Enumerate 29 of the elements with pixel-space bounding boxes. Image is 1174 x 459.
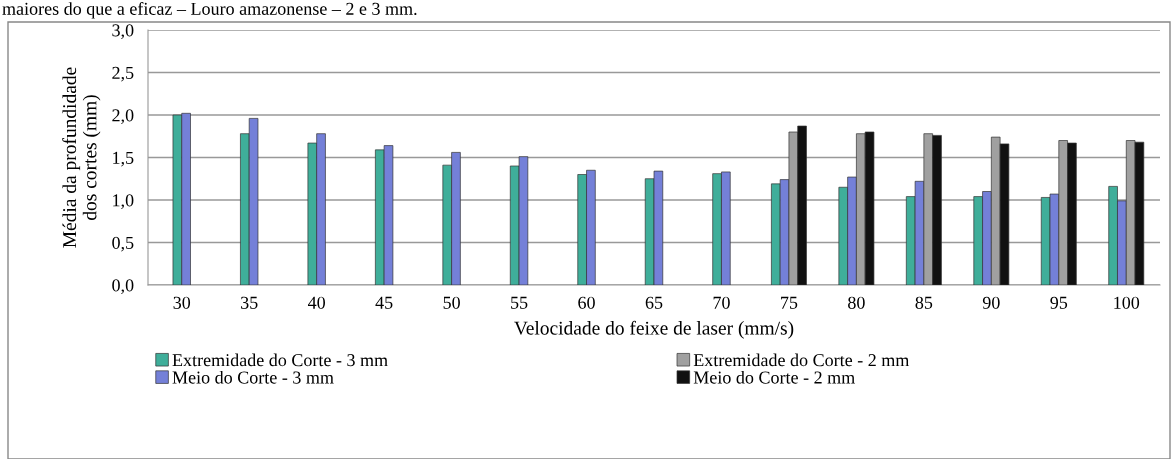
x-tick-label: 95 bbox=[1050, 296, 1068, 309]
x-tick-label: 100 bbox=[1114, 296, 1140, 309]
x-tick-label: 85 bbox=[915, 296, 933, 309]
x-tick-label: 70 bbox=[713, 296, 730, 309]
y-tick-label: 3,0 bbox=[112, 24, 134, 40]
x-axis-title: Velocidade do feixe de laser (mm/s) bbox=[514, 320, 794, 339]
text: maiores do que a eficaz – Louro amazonense – 2 e 3 mm. bbox=[2, 2, 417, 19]
x-tick-label: 65 bbox=[645, 296, 663, 309]
x-tick-label: 40 bbox=[307, 296, 326, 309]
y-axis-title: Média da profundidade dos cortes (mm) bbox=[62, 67, 101, 248]
x-tick-label: 45 bbox=[375, 296, 393, 309]
y-tick-label: 1,5 bbox=[113, 151, 134, 167]
legend-label: Extremidade do Corte - 2 mm bbox=[693, 353, 910, 367]
x-tick-label: 60 bbox=[578, 296, 595, 309]
x-tick-label: 30 bbox=[173, 296, 191, 309]
y-tick-label: 0,5 bbox=[112, 236, 134, 252]
y-tick-label: 0,0 bbox=[112, 279, 134, 295]
x-tick-label: 75 bbox=[781, 296, 798, 309]
x-tick-label: 50 bbox=[443, 296, 460, 309]
x-tick-label: 80 bbox=[848, 296, 865, 309]
legend-label: Meio do Corte - 2 mm bbox=[693, 370, 855, 384]
x-tick-label: 90 bbox=[982, 296, 1000, 309]
y-tick-label: 2,0 bbox=[112, 109, 134, 125]
x-tick-label: 55 bbox=[511, 296, 528, 309]
x-tick-label: 35 bbox=[241, 296, 258, 309]
y-tick-label: 1,0 bbox=[113, 194, 134, 210]
legend-label: Meio do Corte - 3 mm bbox=[172, 370, 334, 384]
legend-label: Extremidade do Corte - 3 mm bbox=[172, 353, 388, 367]
y-tick-label: 2,5 bbox=[112, 66, 134, 82]
